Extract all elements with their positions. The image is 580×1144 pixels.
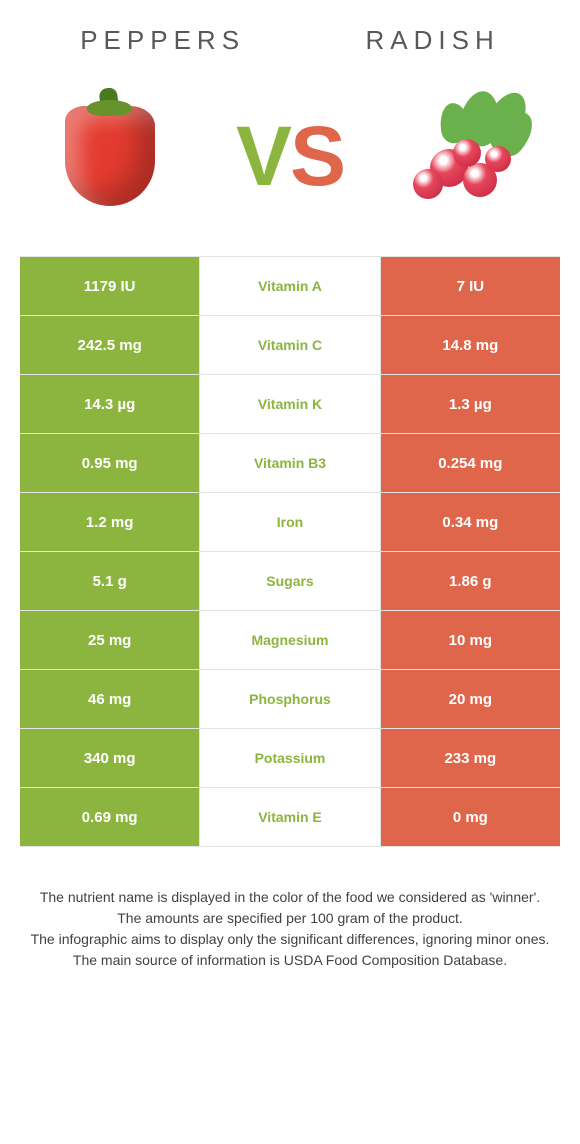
right-value: 20 mg bbox=[381, 670, 560, 728]
nutrient-label: Magnesium bbox=[200, 611, 380, 669]
images-row: VS bbox=[0, 66, 580, 256]
right-value: 1.3 µg bbox=[381, 375, 560, 433]
table-row: 1.2 mgIron0.34 mg bbox=[20, 493, 560, 552]
vs-v: V bbox=[236, 109, 290, 203]
vs-label: VS bbox=[236, 108, 344, 205]
table-row: 242.5 mgVitamin C14.8 mg bbox=[20, 316, 560, 375]
right-value: 10 mg bbox=[381, 611, 560, 669]
left-value: 1179 IU bbox=[20, 257, 200, 315]
left-value: 14.3 µg bbox=[20, 375, 200, 433]
table-row: 0.95 mgVitamin B30.254 mg bbox=[20, 434, 560, 493]
left-title: Peppers bbox=[80, 25, 245, 56]
table-row: 14.3 µgVitamin K1.3 µg bbox=[20, 375, 560, 434]
footer-line: The infographic aims to display only the… bbox=[30, 929, 550, 950]
nutrient-label: Vitamin B3 bbox=[200, 434, 380, 492]
right-value: 7 IU bbox=[381, 257, 560, 315]
left-value: 0.69 mg bbox=[20, 788, 200, 846]
nutrient-label: Vitamin C bbox=[200, 316, 380, 374]
right-title: Radish bbox=[366, 25, 500, 56]
table-row: 0.69 mgVitamin E0 mg bbox=[20, 788, 560, 847]
footer-line: The amounts are specified per 100 gram o… bbox=[30, 908, 550, 929]
table-row: 340 mgPotassium233 mg bbox=[20, 729, 560, 788]
table-row: 46 mgPhosphorus20 mg bbox=[20, 670, 560, 729]
left-value: 46 mg bbox=[20, 670, 200, 728]
table-row: 5.1 gSugars1.86 g bbox=[20, 552, 560, 611]
nutrient-table: 1179 IUVitamin A7 IU242.5 mgVitamin C14.… bbox=[20, 256, 560, 847]
left-value: 1.2 mg bbox=[20, 493, 200, 551]
vs-s: S bbox=[290, 109, 344, 203]
nutrient-label: Sugars bbox=[200, 552, 380, 610]
footer-line: The main source of information is USDA F… bbox=[30, 950, 550, 971]
header: Peppers Radish bbox=[0, 0, 580, 66]
left-value: 25 mg bbox=[20, 611, 200, 669]
nutrient-label: Vitamin K bbox=[200, 375, 380, 433]
footer-line: The nutrient name is displayed in the co… bbox=[30, 887, 550, 908]
table-row: 1179 IUVitamin A7 IU bbox=[20, 257, 560, 316]
footer: The nutrient name is displayed in the co… bbox=[0, 847, 580, 991]
right-value: 0 mg bbox=[381, 788, 560, 846]
right-value: 1.86 g bbox=[381, 552, 560, 610]
radish-image bbox=[395, 81, 545, 231]
right-value: 14.8 mg bbox=[381, 316, 560, 374]
right-value: 0.254 mg bbox=[381, 434, 560, 492]
table-row: 25 mgMagnesium10 mg bbox=[20, 611, 560, 670]
left-value: 0.95 mg bbox=[20, 434, 200, 492]
nutrient-label: Phosphorus bbox=[200, 670, 380, 728]
left-value: 242.5 mg bbox=[20, 316, 200, 374]
radish-icon bbox=[395, 91, 545, 221]
left-value: 5.1 g bbox=[20, 552, 200, 610]
nutrient-label: Vitamin A bbox=[200, 257, 380, 315]
nutrient-label: Vitamin E bbox=[200, 788, 380, 846]
nutrient-label: Iron bbox=[200, 493, 380, 551]
pepper-image bbox=[35, 81, 185, 231]
right-value: 233 mg bbox=[381, 729, 560, 787]
nutrient-label: Potassium bbox=[200, 729, 380, 787]
right-value: 0.34 mg bbox=[381, 493, 560, 551]
pepper-icon bbox=[65, 106, 155, 206]
left-value: 340 mg bbox=[20, 729, 200, 787]
